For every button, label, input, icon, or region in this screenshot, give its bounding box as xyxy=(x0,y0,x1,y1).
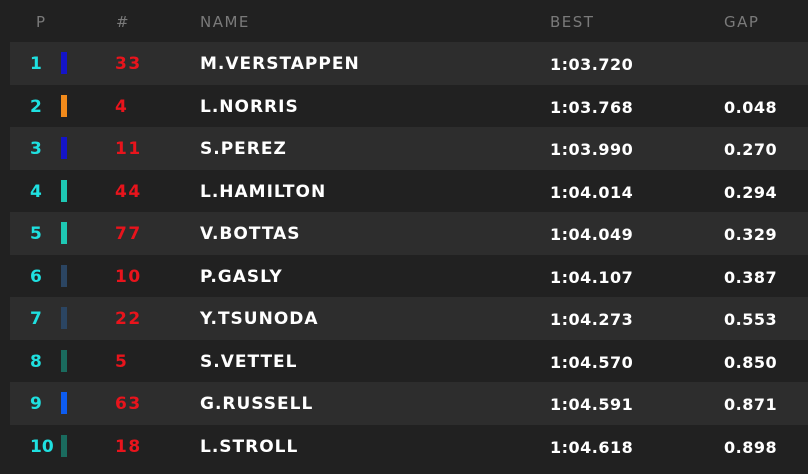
driver-name: L.HAMILTON xyxy=(200,181,327,202)
team-color-bar xyxy=(61,392,67,414)
table-row[interactable]: 1 33 M.VERSTAPPEN 1:03.720 xyxy=(10,42,808,85)
car-number: 77 xyxy=(115,224,142,244)
table-row[interactable]: 9 63 G.RUSSELL 1:04.591 0.871 xyxy=(10,382,808,425)
team-color-bar xyxy=(61,222,67,244)
gap-to-leader: 0.553 xyxy=(724,310,778,329)
team-color-bar xyxy=(61,307,67,329)
gap-to-leader: 0.850 xyxy=(724,352,778,372)
header-gap: GAP xyxy=(724,13,760,31)
header-number: # xyxy=(116,13,131,31)
driver-position: 2 xyxy=(30,96,42,117)
best-lap-time: 1:04.049 xyxy=(550,225,634,244)
table-header: P # NAME BEST GAP xyxy=(0,0,808,42)
gap-to-leader: 0.294 xyxy=(724,182,778,202)
car-number: 44 xyxy=(115,181,142,202)
driver-name: L.NORRIS xyxy=(200,96,299,117)
car-number: 33 xyxy=(115,54,142,74)
driver-position: 10 xyxy=(30,436,54,457)
gap-to-leader: 0.387 xyxy=(724,267,778,287)
best-lap-time: 1:03.990 xyxy=(550,140,634,159)
driver-name: Y.TSUNODA xyxy=(200,309,319,329)
best-lap-time: 1:04.014 xyxy=(550,182,634,202)
driver-position: 5 xyxy=(30,224,42,244)
gap-to-leader: 0.329 xyxy=(724,225,778,244)
car-number: 22 xyxy=(115,309,142,329)
driver-position: 3 xyxy=(30,139,42,159)
car-number: 10 xyxy=(115,266,142,287)
gap-to-leader: 0.270 xyxy=(724,140,778,159)
header-position: P xyxy=(36,13,47,31)
team-color-bar xyxy=(61,137,67,159)
best-lap-time: 1:04.107 xyxy=(550,267,634,287)
team-color-bar xyxy=(61,349,67,372)
driver-position: 9 xyxy=(30,394,42,414)
driver-name: M.VERSTAPPEN xyxy=(200,54,360,74)
table-row[interactable]: 10 18 L.STROLL 1:04.618 0.898 xyxy=(10,425,808,468)
team-color-bar xyxy=(61,94,67,117)
driver-name: S.VETTEL xyxy=(200,351,298,372)
gap-to-leader: 0.898 xyxy=(724,437,778,457)
table-row[interactable]: 7 22 Y.TSUNODA 1:04.273 0.553 xyxy=(10,297,808,340)
driver-position: 6 xyxy=(30,266,42,287)
car-number: 5 xyxy=(115,351,129,372)
team-color-bar xyxy=(61,52,67,74)
driver-name: L.STROLL xyxy=(200,436,299,457)
best-lap-time: 1:04.570 xyxy=(550,352,634,372)
driver-name: G.RUSSELL xyxy=(200,394,314,414)
best-lap-time: 1:04.273 xyxy=(550,310,634,329)
gap-to-leader: 0.048 xyxy=(724,97,778,117)
best-lap-time: 1:03.768 xyxy=(550,97,634,117)
table-row[interactable]: 5 77 V.BOTTAS 1:04.049 0.329 xyxy=(10,212,808,255)
table-row[interactable]: 2 4 L.NORRIS 1:03.768 0.048 xyxy=(10,85,808,128)
team-color-bar xyxy=(61,264,67,287)
driver-position: 1 xyxy=(30,54,42,74)
driver-name: P.GASLY xyxy=(200,266,283,287)
header-name: NAME xyxy=(200,13,250,31)
driver-name: V.BOTTAS xyxy=(200,224,301,244)
best-lap-time: 1:03.720 xyxy=(550,55,634,74)
car-number: 11 xyxy=(115,139,142,159)
driver-position: 8 xyxy=(30,351,42,372)
team-color-bar xyxy=(61,434,67,457)
table-row[interactable]: 3 11 S.PEREZ 1:03.990 0.270 xyxy=(10,127,808,170)
team-color-bar xyxy=(61,179,67,202)
car-number: 18 xyxy=(115,436,142,457)
table-row[interactable]: 4 44 L.HAMILTON 1:04.014 0.294 xyxy=(10,170,808,213)
header-best: BEST xyxy=(550,13,595,31)
driver-name: S.PEREZ xyxy=(200,139,287,159)
car-number: 4 xyxy=(115,96,129,117)
gap-to-leader: 0.871 xyxy=(724,395,778,414)
table-row[interactable]: 8 5 S.VETTEL 1:04.570 0.850 xyxy=(10,340,808,383)
best-lap-time: 1:04.591 xyxy=(550,395,634,414)
car-number: 63 xyxy=(115,394,142,414)
driver-position: 4 xyxy=(30,181,42,202)
best-lap-time: 1:04.618 xyxy=(550,437,634,457)
driver-position: 7 xyxy=(30,309,42,329)
table-row[interactable]: 6 10 P.GASLY 1:04.107 0.387 xyxy=(10,255,808,298)
timing-rows: 1 33 M.VERSTAPPEN 1:03.720 2 4 L.NORRIS 1:03.76… xyxy=(10,42,808,467)
